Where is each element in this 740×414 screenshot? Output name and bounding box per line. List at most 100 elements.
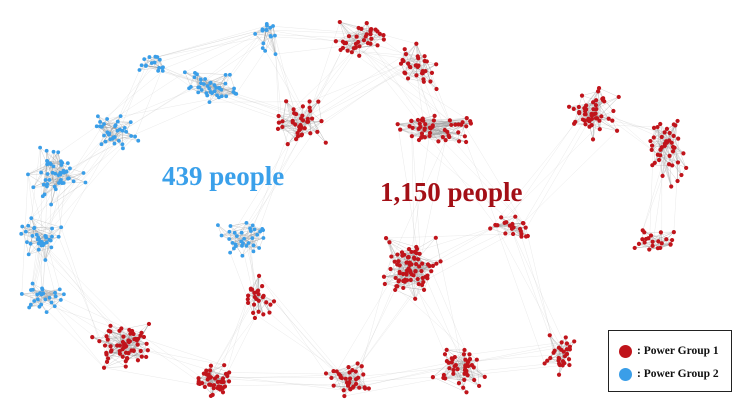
group2-node — [129, 134, 134, 138]
network-edge — [266, 29, 336, 42]
network-edge — [386, 233, 514, 239]
group1-node — [433, 235, 438, 240]
group1-node — [389, 254, 394, 259]
group1-node — [464, 390, 469, 395]
group2-node — [44, 310, 49, 315]
group1-node — [222, 363, 227, 368]
group2-node — [228, 250, 233, 255]
group1-node — [662, 130, 667, 135]
network-edge — [666, 128, 679, 139]
group1-node — [602, 99, 607, 104]
network-edge — [662, 128, 668, 176]
group1-node — [658, 245, 663, 251]
group2-node — [115, 119, 120, 124]
group1-node — [280, 119, 285, 124]
group2-node — [43, 233, 48, 238]
network-edge — [115, 121, 131, 127]
network-edge — [225, 83, 234, 93]
network-edge — [424, 129, 450, 138]
group1-node — [559, 347, 564, 352]
group1-node — [108, 344, 113, 349]
network-edge — [501, 216, 516, 218]
network-edge — [339, 21, 347, 44]
network-edge — [411, 132, 459, 137]
network-edge — [241, 241, 253, 290]
group1-node — [477, 383, 482, 389]
group1-node — [662, 141, 667, 146]
group1-node — [576, 104, 581, 110]
group2-node — [199, 88, 204, 92]
group1-node — [297, 128, 302, 133]
network-edge — [651, 149, 679, 163]
group2-node — [98, 120, 102, 124]
group1-node — [632, 245, 637, 251]
group2-node — [25, 240, 29, 245]
network-edge — [361, 256, 392, 367]
group2-count-label: 439 people — [162, 161, 285, 191]
network-edge — [403, 56, 418, 62]
network-edge — [418, 58, 424, 80]
network-edge — [162, 67, 191, 88]
network-edge — [653, 137, 655, 163]
network-edge — [30, 243, 46, 261]
group2-node — [216, 223, 220, 227]
group1-node — [444, 359, 450, 364]
network-edge — [597, 91, 602, 117]
group2-node — [28, 302, 33, 307]
group2-node — [103, 139, 108, 144]
group1-node — [109, 348, 114, 353]
group1-node — [428, 79, 433, 84]
group1-node — [462, 347, 467, 353]
group2-node — [271, 24, 275, 28]
network-edge — [304, 128, 318, 133]
group2-node — [112, 135, 117, 139]
network-edge — [658, 159, 663, 176]
group1-node — [402, 47, 407, 52]
group2-node — [64, 169, 69, 174]
network-edge — [43, 173, 48, 294]
network-edge — [236, 93, 322, 122]
network-edge — [33, 152, 59, 188]
group1-node — [381, 37, 386, 42]
group1-node — [347, 376, 353, 381]
network-edge — [51, 182, 86, 205]
group1-node — [658, 153, 663, 158]
group1-node — [456, 130, 461, 135]
group1-node — [220, 376, 226, 381]
network-edge — [266, 23, 276, 55]
group1-node — [422, 58, 427, 64]
group1-node — [366, 386, 371, 391]
group2-node — [107, 132, 111, 137]
group1-node — [583, 122, 588, 127]
network-edge — [272, 26, 276, 55]
network-edge — [31, 218, 47, 243]
network-edge — [97, 116, 118, 131]
group2-node — [188, 85, 193, 89]
network-edge — [389, 242, 407, 275]
network-edge — [221, 74, 226, 97]
group2-node — [99, 142, 104, 147]
network-edge — [660, 123, 684, 154]
network-edge — [575, 101, 605, 123]
network-edge — [574, 123, 658, 128]
group1-node — [415, 246, 420, 252]
network-edge — [336, 265, 400, 372]
group1-node — [441, 375, 446, 381]
group1-node — [520, 220, 526, 226]
group2-node — [252, 227, 257, 232]
network-edge — [310, 110, 322, 122]
network-edge — [468, 353, 568, 362]
group2-node — [261, 41, 266, 46]
group2-node — [27, 305, 32, 310]
network-edge — [45, 130, 118, 261]
network-edge — [273, 301, 342, 379]
group1-node — [579, 93, 585, 98]
network-edge — [673, 162, 679, 233]
network-edge — [157, 27, 271, 58]
network-edge — [596, 96, 619, 110]
network-edge — [458, 354, 465, 384]
group1-node — [393, 275, 398, 281]
network-edge — [395, 278, 428, 291]
network-edge — [42, 245, 46, 261]
network-edge — [210, 365, 230, 373]
